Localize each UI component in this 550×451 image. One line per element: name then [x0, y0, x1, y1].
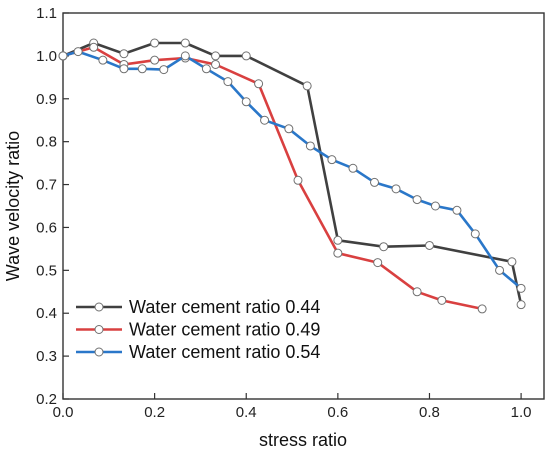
y-tick-label: 0.4 [36, 305, 57, 322]
data-point [211, 51, 221, 61]
data-point [180, 38, 190, 48]
data-point [260, 115, 270, 125]
data-point [241, 97, 251, 107]
legend-label-1: Water cement ratio 0.49 [129, 320, 320, 340]
data-point [516, 300, 526, 310]
y-tick-label: 1.1 [36, 5, 57, 22]
x-tick-label: 0.4 [236, 404, 257, 421]
legend-marker [94, 302, 104, 312]
data-point [159, 65, 169, 75]
data-point [89, 42, 99, 52]
y-tick-label: 0.8 [36, 134, 57, 151]
x-axis: 0.0 0.2 0.4 0.6 0.8 1.0 [53, 393, 532, 421]
data-point [327, 155, 337, 165]
data-point [470, 229, 480, 239]
data-point [477, 304, 487, 314]
y-tick-label: 0.6 [36, 219, 57, 236]
data-point [293, 175, 303, 185]
legend-marker [94, 325, 104, 334]
series-line-0 [62, 41, 523, 305]
series-layer [58, 38, 526, 314]
data-point [373, 258, 383, 268]
data-point [302, 81, 312, 91]
data-point [241, 51, 251, 61]
data-point [333, 248, 343, 258]
data-point [73, 47, 83, 57]
data-point [424, 240, 434, 250]
x-axis-title: stress ratio [259, 430, 347, 450]
x-tick-label: 0.6 [327, 404, 348, 421]
y-tick-label: 0.9 [36, 91, 57, 108]
legend-marker [94, 347, 104, 357]
data-point [391, 184, 401, 194]
y-tick-label: 0.3 [36, 348, 57, 365]
data-point [119, 64, 129, 74]
data-point [98, 55, 108, 65]
data-point [370, 177, 380, 187]
data-point [201, 64, 211, 74]
y-axis: 0.2 0.3 0.4 0.5 0.6 0.7 0.8 0.9 1.0 1.1 [36, 5, 69, 408]
legend-label-0: Water cement ratio 0.44 [129, 297, 320, 317]
data-point [211, 59, 221, 69]
data-point [333, 235, 343, 245]
data-point [379, 242, 389, 252]
y-tick-label: 1.0 [36, 48, 57, 65]
x-tick-label: 1.0 [511, 404, 532, 421]
data-point [516, 283, 526, 293]
data-point [305, 141, 315, 151]
data-point [180, 51, 190, 61]
data-point [412, 195, 422, 205]
data-point [495, 265, 505, 275]
data-point [58, 51, 68, 61]
data-point [507, 257, 517, 267]
legend-label-2: Water cement ratio 0.54 [129, 342, 320, 362]
plot-area [62, 12, 545, 400]
y-axis-title: Wave velocity ratio [3, 131, 23, 281]
x-tick-label: 0.0 [53, 404, 74, 421]
legend: Water cement ratio 0.44 Water cement rati… [76, 297, 320, 362]
data-point [348, 163, 358, 173]
y-tick-label: 0.7 [36, 177, 57, 194]
data-point [150, 38, 160, 48]
data-point [119, 49, 129, 59]
data-point [150, 55, 160, 65]
y-tick-label: 0.2 [36, 391, 57, 408]
data-point [452, 205, 462, 215]
data-point [437, 295, 447, 305]
x-tick-label: 0.2 [144, 404, 165, 421]
series-line-2 [62, 50, 522, 290]
data-point [412, 287, 422, 297]
data-point [430, 201, 440, 211]
y-tick-label: 0.5 [36, 262, 57, 279]
data-point [223, 77, 233, 87]
data-point [284, 124, 294, 134]
data-point [137, 64, 147, 74]
series-line-1 [62, 45, 483, 311]
data-point [254, 79, 264, 89]
x-tick-label: 0.8 [419, 404, 440, 421]
